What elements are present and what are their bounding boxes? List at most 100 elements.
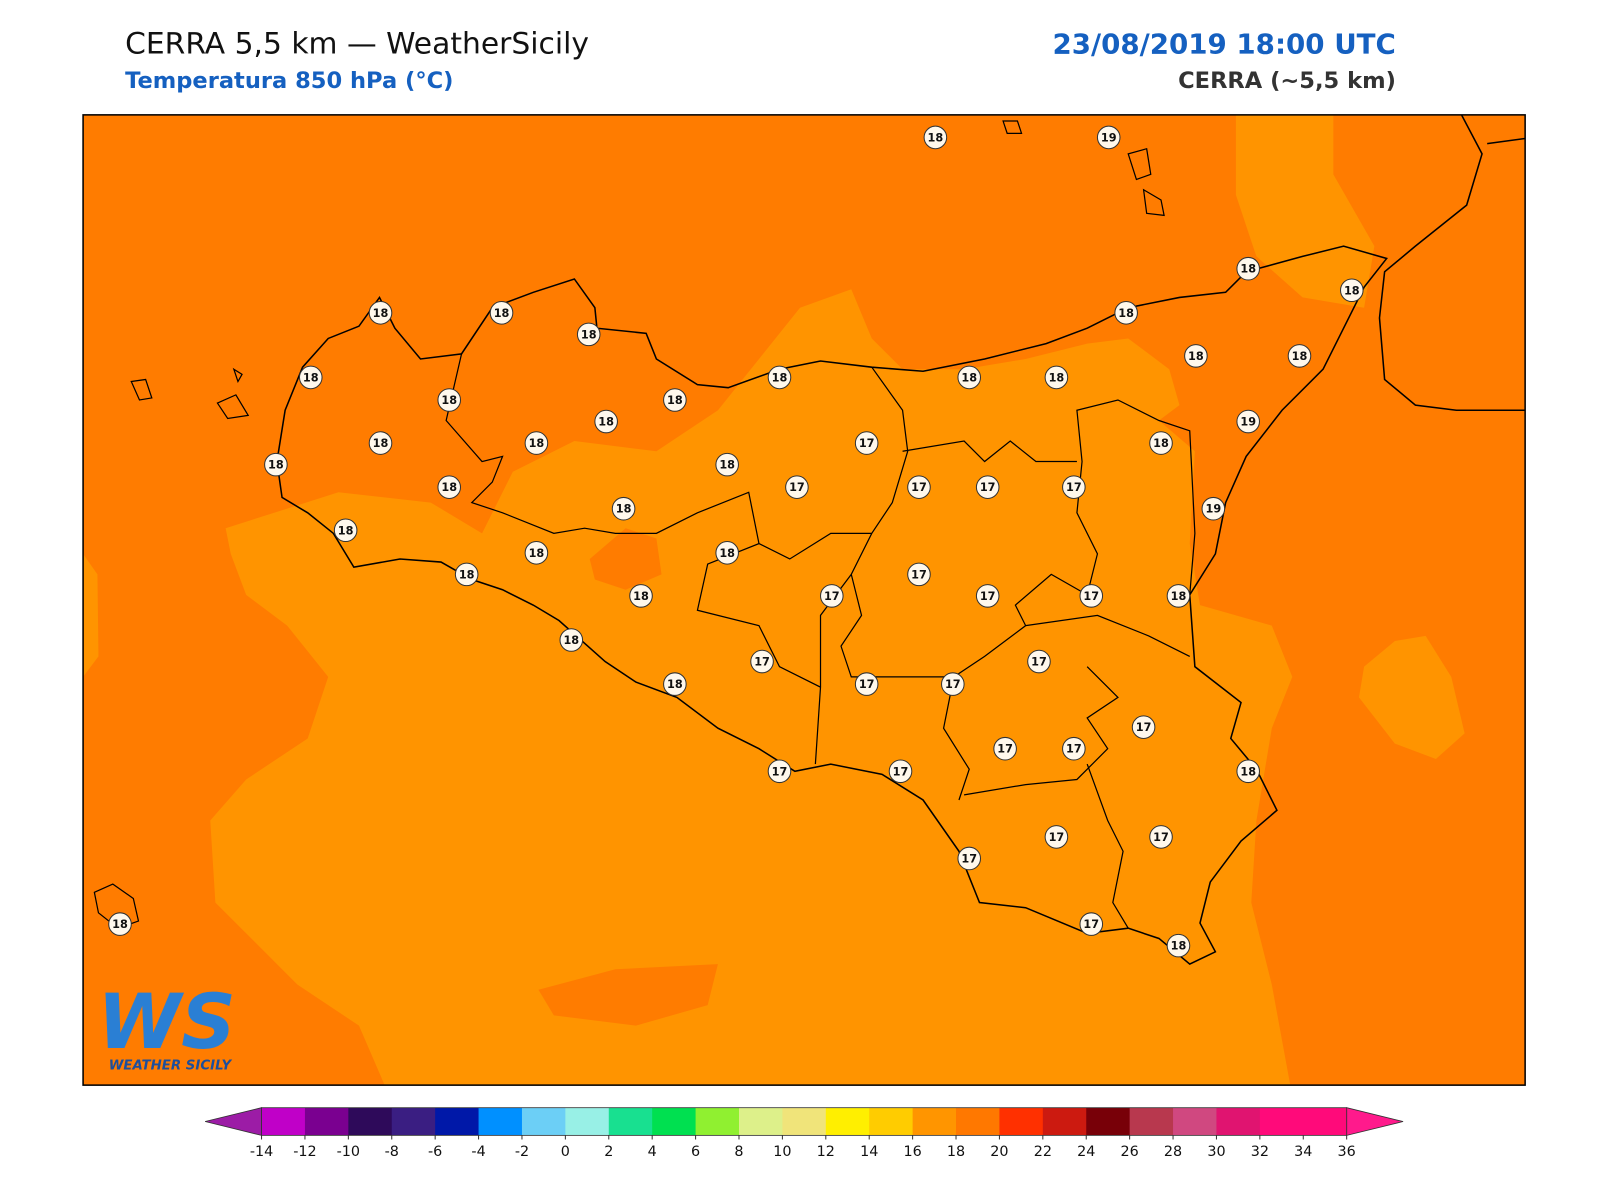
station-marker [1062, 736, 1086, 761]
station-marker [489, 301, 514, 325]
colorbar-tick-label: 18 [947, 1144, 965, 1160]
station-marker [715, 452, 739, 477]
station-value: 18 [373, 437, 389, 450]
station-marker [767, 365, 792, 390]
colorbar-tick-label: 32 [1251, 1144, 1269, 1160]
station-value: 18 [928, 131, 944, 144]
station-marker [1184, 344, 1208, 368]
station: 18 [1287, 344, 1312, 368]
colorbar-tick-label: 22 [1034, 1144, 1052, 1160]
station-marker [1149, 825, 1173, 849]
station-marker [333, 518, 358, 543]
station-marker [524, 431, 549, 455]
field-blob [1235, 114, 1375, 308]
station-value: 18 [719, 459, 735, 472]
colorbar-tick-label: 20 [990, 1144, 1008, 1160]
station-marker [594, 409, 618, 434]
colorbar-segment [348, 1107, 393, 1136]
station-value: 17 [1031, 656, 1047, 669]
station-value: 18 [1171, 590, 1187, 603]
calabria-coast [1378, 114, 1526, 412]
station: 18 [1184, 344, 1208, 368]
station-marker [993, 736, 1017, 761]
station-marker [1062, 475, 1086, 499]
colorbar-segment [1129, 1107, 1174, 1136]
colorbar-tick-label: -6 [428, 1144, 442, 1160]
station-value: 18 [1118, 307, 1134, 320]
station: 18 [1114, 301, 1138, 325]
station-value: 18 [598, 416, 614, 429]
station-marker [957, 846, 982, 871]
station-marker [559, 628, 584, 652]
station: 18 [629, 584, 653, 608]
station-marker [298, 365, 323, 390]
colorbar-segment [695, 1107, 740, 1136]
canvas: CERRA 5,5 km — WeatherSicily Temperatura… [82, 26, 1526, 1160]
station: 17 [1044, 825, 1069, 849]
station-value: 17 [1066, 743, 1082, 756]
station-value: 17 [1153, 831, 1169, 844]
station-value: 19 [1101, 131, 1117, 144]
colorbar-tick-label: 26 [1121, 1144, 1139, 1160]
title: CERRA 5,5 km — WeatherSicily [125, 26, 589, 61]
colorbar-tick-label: -12 [293, 1144, 316, 1160]
colorbar-under [205, 1107, 262, 1136]
station-value: 17 [859, 437, 875, 450]
station-value: 18 [268, 459, 284, 472]
station-value: 17 [1083, 590, 1099, 603]
station-value: 17 [980, 481, 996, 494]
station: 17 [750, 649, 774, 674]
field-blob [1358, 635, 1465, 759]
map-frame [82, 114, 1526, 1086]
station-value: 18 [112, 918, 128, 931]
model-label: CERRA (~5,5 km) [1178, 68, 1396, 94]
station-value: 17 [961, 852, 977, 865]
colorbar-segment [304, 1107, 349, 1136]
station-marker [907, 562, 931, 587]
station-marker [767, 759, 792, 784]
station-value: 17 [893, 765, 909, 778]
station-value: 18 [1240, 765, 1256, 778]
station: 18 [957, 365, 982, 390]
station: 18 [923, 125, 948, 150]
station-marker [1027, 649, 1051, 674]
station-value: 17 [911, 568, 927, 581]
station-value: 18 [459, 568, 475, 581]
field-warm-band [210, 289, 1293, 1086]
colorbar-tick-label: -14 [250, 1144, 273, 1160]
station-value: 18 [1292, 350, 1308, 363]
station-marker [576, 322, 601, 347]
station-marker [923, 125, 948, 150]
colorbar-over [1346, 1107, 1404, 1136]
islands [93, 120, 1165, 929]
station: 17 [907, 562, 931, 587]
station-marker [975, 584, 1000, 608]
colorbar-tick-label: -4 [471, 1144, 485, 1160]
logo-mark: WS [97, 978, 235, 1066]
station-value: 17 [824, 590, 840, 603]
colorbar-segment [478, 1107, 523, 1136]
station: 17 [888, 759, 913, 784]
colorbar-tick-label: 0 [561, 1144, 570, 1160]
colorbar-tick-label: 4 [648, 1144, 657, 1160]
field-blob [538, 964, 718, 1026]
colorbar-tick-label: 16 [903, 1144, 921, 1160]
station: 17 [975, 584, 1000, 608]
station-marker [1079, 912, 1104, 936]
station-value: 17 [1083, 918, 1099, 931]
station-marker [1131, 715, 1156, 739]
station: 18 [663, 388, 687, 412]
province-borders [445, 353, 1196, 929]
station-marker [1287, 344, 1312, 368]
station: 17 [1131, 715, 1156, 739]
station: 17 [767, 759, 792, 784]
station-value: 19 [1205, 503, 1221, 516]
colorbar-tick-label: 8 [734, 1144, 743, 1160]
station: 17 [1027, 649, 1051, 674]
station-marker [785, 475, 809, 499]
station: 18 [524, 431, 549, 455]
temperature-field [83, 114, 1526, 1086]
station: 18 [559, 628, 584, 652]
station: 18 [663, 672, 687, 696]
station-value: 17 [789, 481, 805, 494]
